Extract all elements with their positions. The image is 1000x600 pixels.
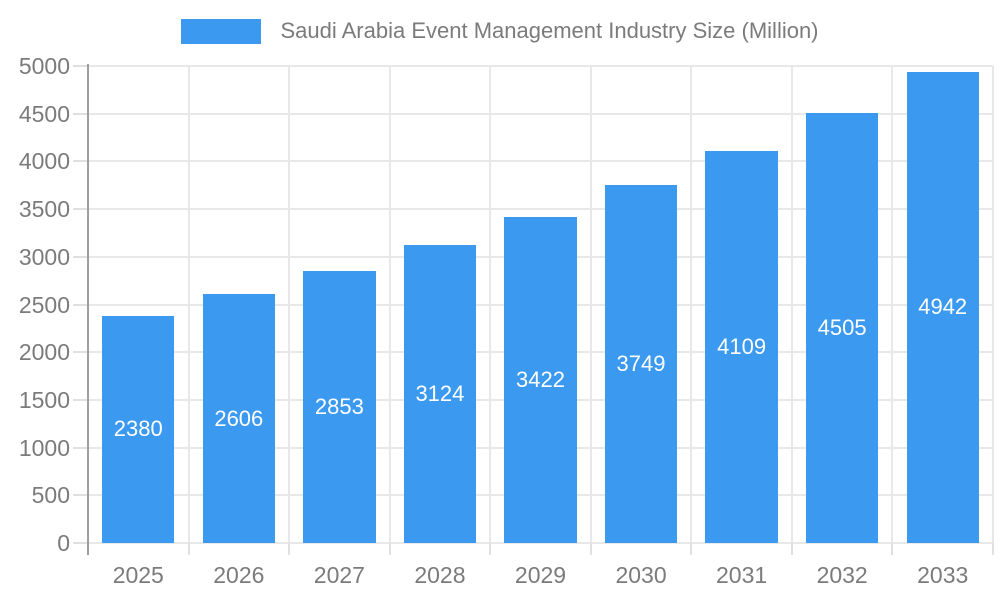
y-axis-label: 4500 (18, 100, 70, 127)
bar-2026[interactable]: 2606 (202, 294, 276, 543)
x-tick (288, 543, 291, 555)
bar-value-label: 3124 (415, 380, 465, 406)
y-axis-label: 1000 (18, 434, 70, 461)
bar-2027[interactable]: 2853 (303, 270, 376, 543)
x-axis-label: 2032 (816, 562, 868, 588)
x-gridline (288, 66, 291, 543)
x-tick (992, 543, 994, 555)
x-tick (790, 543, 793, 555)
y-axis-label: 500 (31, 482, 70, 509)
y-axis-line (87, 64, 89, 555)
y-gridline (88, 542, 993, 544)
x-gridline (992, 66, 994, 543)
y-tick (73, 160, 88, 163)
y-axis-label: 5000 (18, 53, 70, 79)
x-gridline (589, 66, 592, 543)
x-tick (187, 543, 190, 555)
chart-title: Saudi Arabia Event Management Industry S… (280, 18, 819, 43)
y-tick (73, 351, 88, 354)
y-tick (73, 208, 88, 211)
x-gridline (790, 66, 793, 543)
bar-value-label: 4942 (918, 294, 968, 320)
x-gridline (187, 66, 190, 543)
y-axis-label: 3000 (18, 243, 70, 270)
bar-value-label: 2606 (214, 405, 264, 431)
y-tick (73, 65, 88, 67)
x-axis-label: 2026 (213, 562, 265, 588)
y-tick (73, 255, 88, 258)
bar-2028[interactable]: 3124 (403, 244, 477, 543)
x-axis-label: 2027 (313, 562, 365, 588)
x-axis-label: 2030 (615, 562, 667, 588)
y-axis-label: 3500 (18, 196, 70, 223)
y-axis-label: 4000 (18, 148, 70, 175)
y-gridline (88, 112, 993, 115)
y-gridline (88, 160, 993, 163)
x-gridline (891, 66, 894, 543)
x-tick (388, 543, 391, 555)
legend-swatch[interactable] (181, 18, 262, 44)
bar-2030[interactable]: 3749 (604, 185, 678, 543)
x-axis-label: 2029 (514, 562, 567, 588)
y-tick (73, 303, 88, 306)
bar-value-label: 2380 (113, 416, 163, 442)
y-axis-label: 1500 (18, 386, 70, 413)
bar-value-label: 4109 (717, 333, 767, 359)
bar-value-label: 2853 (314, 393, 364, 419)
y-axis-label: 0 (57, 530, 70, 556)
x-axis-label: 2025 (112, 562, 164, 588)
y-tick (73, 398, 88, 401)
chart-legend[interactable]: Saudi Arabia Event Management Industry S… (0, 18, 1000, 44)
y-tick (73, 494, 88, 497)
bar-value-label: 3749 (616, 351, 666, 377)
y-gridline (88, 65, 993, 67)
x-tick (589, 543, 592, 555)
bar-2029[interactable]: 3422 (504, 216, 577, 543)
y-tick (73, 446, 88, 449)
x-tick (891, 543, 894, 555)
bar-2033[interactable]: 4942 (906, 71, 979, 543)
y-axis-label: 2000 (18, 339, 70, 366)
x-axis-label: 2028 (414, 562, 466, 588)
bar-2025[interactable]: 2380 (102, 315, 175, 543)
bar-value-label: 4505 (817, 315, 867, 341)
x-tick (489, 543, 492, 555)
bar-value-label: 3422 (516, 366, 565, 392)
y-tick (73, 112, 88, 115)
x-gridline (489, 66, 492, 543)
x-axis-label: 2033 (917, 562, 969, 588)
x-tick (690, 543, 693, 555)
x-gridline (388, 66, 391, 543)
x-axis-label: 2031 (716, 562, 768, 588)
x-gridline (690, 66, 693, 543)
y-gridline (88, 208, 993, 211)
y-tick (73, 542, 88, 544)
bar-2032[interactable]: 4505 (805, 113, 879, 543)
bar-2031[interactable]: 4109 (705, 151, 778, 543)
y-axis-label: 2500 (18, 291, 70, 318)
